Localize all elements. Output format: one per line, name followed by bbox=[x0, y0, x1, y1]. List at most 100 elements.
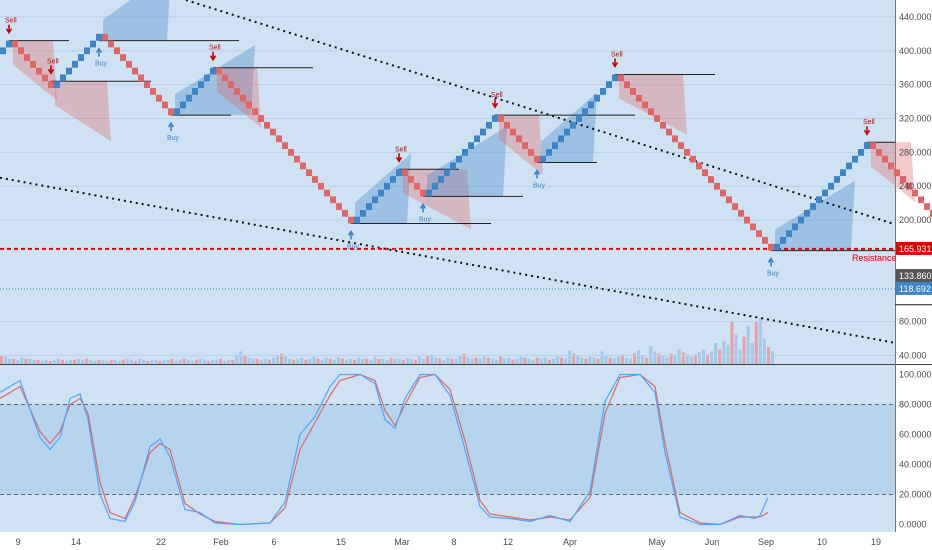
renko-brick-down bbox=[102, 33, 108, 41]
volume-bar bbox=[584, 358, 588, 365]
price-tick-label: 280.000 bbox=[899, 147, 932, 157]
renko-brick-down bbox=[648, 108, 654, 116]
renko-brick-up bbox=[174, 108, 180, 116]
volume-bar bbox=[547, 359, 551, 364]
price-tick-label: 240.000 bbox=[899, 181, 932, 191]
volume-bar bbox=[734, 334, 738, 364]
lower-trendline bbox=[0, 176, 896, 344]
volume-bar bbox=[543, 357, 547, 364]
volume-bar bbox=[750, 343, 754, 364]
volume-bar bbox=[150, 359, 154, 364]
sell-arrow-icon bbox=[395, 153, 403, 163]
renko-brick-up bbox=[54, 81, 60, 89]
renko-brick-down bbox=[408, 176, 414, 183]
volume-bar bbox=[381, 358, 385, 365]
volume-bar bbox=[304, 359, 308, 364]
sell-arrow-icon bbox=[5, 24, 13, 35]
renko-brick-up bbox=[486, 121, 492, 129]
volume-bar bbox=[60, 359, 64, 364]
volume-bar bbox=[495, 359, 499, 364]
renko-brick-down bbox=[150, 88, 156, 95]
resistance-price-tag-box bbox=[896, 241, 932, 255]
renko-brick-up bbox=[204, 74, 210, 82]
price-grid bbox=[0, 0, 932, 532]
volume-bar bbox=[162, 359, 166, 364]
volume-bar bbox=[754, 322, 758, 364]
stochastic-tick-label: 80.0000 bbox=[899, 400, 932, 410]
renko-brick-down bbox=[12, 40, 18, 48]
renko-brick-down bbox=[630, 88, 636, 95]
volume-bar bbox=[133, 360, 137, 365]
volume-bar bbox=[758, 317, 762, 364]
last-price-tag-box bbox=[896, 269, 932, 283]
renko-brick-up bbox=[828, 182, 834, 190]
renko-brick-up bbox=[360, 209, 366, 217]
renko-brick-up bbox=[396, 169, 402, 177]
volume-bar bbox=[462, 353, 466, 364]
volume-bar bbox=[340, 358, 344, 365]
renko-brick-down bbox=[132, 67, 138, 75]
volume-bar bbox=[539, 358, 543, 365]
renko-brick-up bbox=[570, 121, 576, 129]
renko-brick-up bbox=[558, 135, 564, 143]
renko-brick-down bbox=[234, 88, 240, 95]
renko-brick-down bbox=[876, 148, 882, 156]
price-tick-label: 320.000 bbox=[899, 114, 932, 124]
volume-bar bbox=[16, 359, 20, 364]
volume-bar bbox=[308, 358, 312, 365]
renko-brick-up bbox=[432, 182, 438, 190]
renko-brick-up bbox=[588, 101, 594, 109]
volume-bar bbox=[324, 357, 328, 364]
volume-bar bbox=[620, 354, 624, 365]
volume-bar bbox=[535, 357, 539, 364]
renko-brick-up bbox=[450, 162, 456, 170]
buy-signal-label: Buy bbox=[767, 271, 780, 278]
renko-brick-up bbox=[96, 33, 102, 41]
volume-bar bbox=[170, 358, 174, 365]
renko-brick-up bbox=[6, 40, 12, 48]
volume-bar bbox=[101, 359, 105, 364]
volume-bar bbox=[702, 349, 706, 364]
volume-bar bbox=[48, 360, 52, 365]
volume-bar bbox=[284, 356, 288, 364]
renko-brick-down bbox=[744, 216, 750, 224]
renko-brick-down bbox=[768, 243, 774, 251]
sell-signal-label: Sell bbox=[209, 45, 221, 52]
renko-brick-up bbox=[384, 182, 390, 190]
volume-bar bbox=[389, 357, 393, 364]
renko-brick-down bbox=[672, 135, 678, 143]
volume-bar bbox=[178, 359, 182, 364]
renko-brick-up bbox=[462, 148, 468, 156]
renko-brick-down bbox=[642, 101, 648, 109]
renko-brick-up bbox=[198, 81, 204, 89]
volume-bar bbox=[275, 355, 279, 364]
renko-brick-up bbox=[594, 94, 600, 102]
renko-brick-down bbox=[18, 47, 24, 55]
volume-bar bbox=[499, 356, 503, 364]
volume-bar bbox=[511, 359, 515, 364]
volume-bar bbox=[665, 357, 669, 364]
renko-brick-down bbox=[738, 209, 744, 217]
renko-brick-up bbox=[582, 108, 588, 116]
volume-bar bbox=[401, 359, 405, 364]
volume-bar bbox=[20, 357, 24, 364]
volume-bar bbox=[198, 358, 202, 365]
volume-bar bbox=[211, 359, 215, 364]
renko-brick-down bbox=[342, 209, 348, 217]
volume-bar bbox=[312, 356, 316, 364]
renko-brick-up bbox=[66, 67, 72, 75]
volume-bars bbox=[0, 317, 774, 365]
renko-brick-down bbox=[282, 142, 288, 149]
time-tick-label: Mar bbox=[394, 537, 410, 547]
volume-bar bbox=[454, 358, 458, 365]
renko-brick-down bbox=[216, 67, 222, 75]
renko-brick-up bbox=[0, 47, 6, 55]
volume-bar bbox=[109, 359, 113, 364]
renko-brick-down bbox=[708, 176, 714, 183]
volume-bar bbox=[580, 357, 584, 364]
stochastic-k-line bbox=[0, 373, 769, 526]
renko-brick-down bbox=[144, 81, 150, 89]
volume-bar bbox=[332, 359, 336, 364]
